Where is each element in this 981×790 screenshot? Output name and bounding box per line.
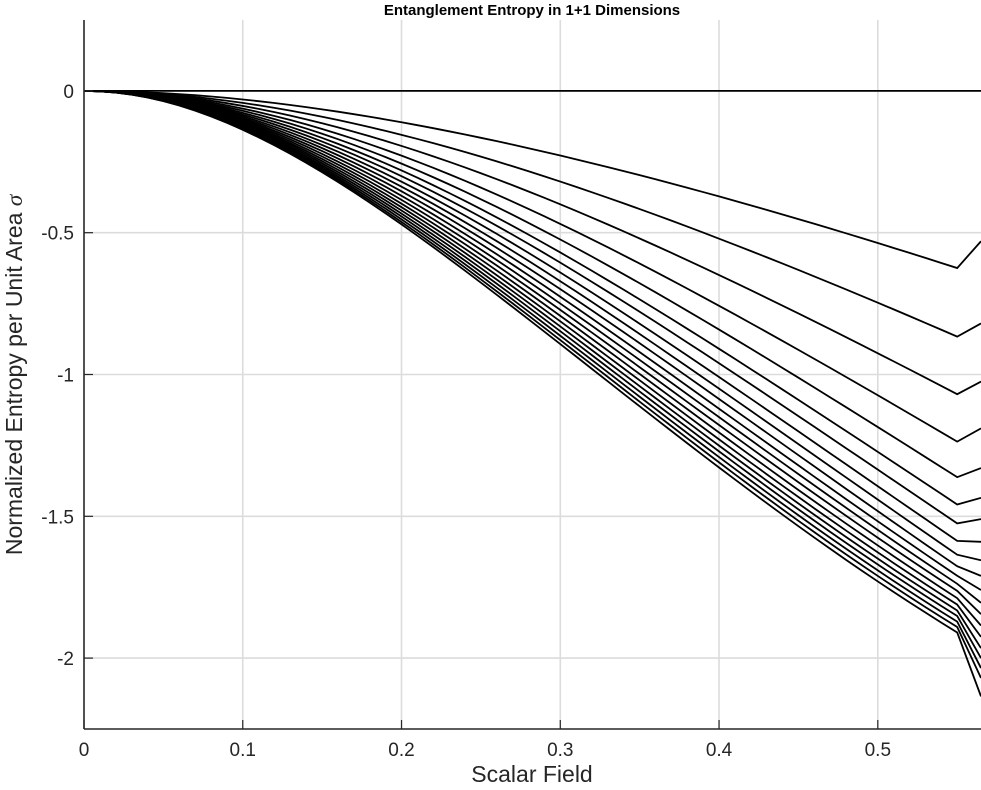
series-line-19 <box>83 90 981 679</box>
y-tick-label-2: -1 <box>57 366 74 387</box>
series-line-11 <box>83 90 981 591</box>
series-line-14 <box>83 90 981 627</box>
series-line-13 <box>83 90 981 615</box>
y-tick-label-4: -2 <box>57 649 74 670</box>
axes <box>83 20 981 730</box>
series-line-7 <box>83 90 981 525</box>
series-line-4 <box>83 90 981 443</box>
y-tick-label-3: -1.5 <box>41 507 74 528</box>
y-axis-title-symbol: σ <box>2 193 27 206</box>
series-line-12 <box>83 90 981 604</box>
x-tick-label-2: 0.2 <box>388 740 414 761</box>
tick-labels: 0 0.1 0.2 0.3 0.4 0.5 0 -0.5 -1 -1.5 -2 <box>41 82 891 761</box>
series-line-10 <box>83 90 981 577</box>
y-tick-label-1: -0.5 <box>41 224 74 245</box>
series-line-20 <box>83 90 981 697</box>
series-line-9 <box>83 90 981 562</box>
x-axis-title: Scalar Field <box>471 761 592 787</box>
x-tick-label-1: 0.1 <box>230 740 256 761</box>
x-tick-label-0: 0 <box>79 740 90 761</box>
x-tick-label-3: 0.3 <box>547 740 573 761</box>
series-line-1 <box>83 90 981 270</box>
chart-title: Entanglement Entropy in 1+1 Dimensions <box>384 2 680 19</box>
series-line-2 <box>83 90 981 338</box>
series-line-8 <box>83 90 981 543</box>
x-tick-label-5: 0.5 <box>865 740 891 761</box>
series-line-16 <box>83 90 981 649</box>
series-group <box>83 90 981 697</box>
x-tick-label-4: 0.4 <box>706 740 733 761</box>
series-line-5 <box>83 90 981 479</box>
y-tick-label-0: 0 <box>63 82 74 103</box>
series-line-3 <box>83 90 981 396</box>
series-line-18 <box>83 90 981 669</box>
y-axis-title-text: Normalized Entropy per Unit Area <box>1 212 27 555</box>
y-axis-title: Normalized Entropy per Unit Area σ <box>1 193 27 555</box>
series-line-6 <box>83 90 981 506</box>
grid <box>84 20 981 729</box>
